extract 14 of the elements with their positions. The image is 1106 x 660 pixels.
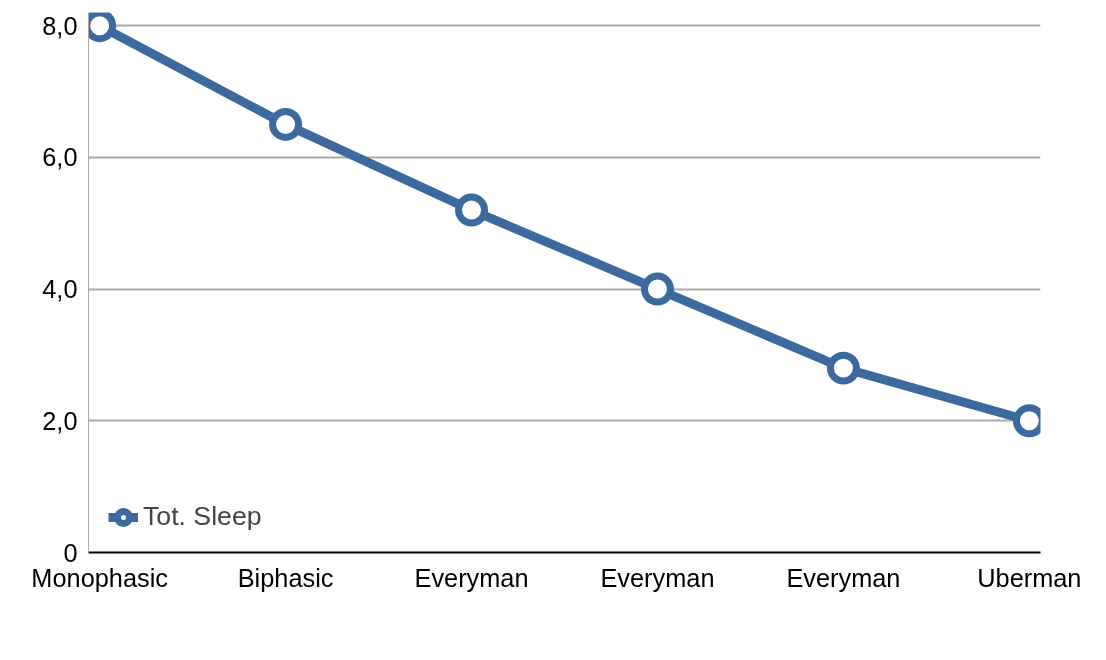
y-tick-label: 8,0	[42, 11, 78, 40]
y-tick-label: 6,0	[42, 143, 78, 172]
point	[826, 351, 860, 385]
point	[269, 107, 303, 141]
legend-label: Tot. Sleep	[143, 501, 262, 532]
y-tick-label: 4,0	[42, 275, 78, 304]
y-tick-label: 2,0	[42, 406, 78, 435]
point	[455, 193, 489, 227]
x-tick-label: Everyman	[600, 563, 715, 592]
x-tick-label: Biphasic	[237, 563, 334, 592]
point	[640, 272, 674, 306]
x-tick-label: Uberman	[977, 563, 1082, 592]
x-tick-label: Everyman	[414, 563, 529, 592]
x-tick-label: Everyman	[786, 563, 901, 592]
